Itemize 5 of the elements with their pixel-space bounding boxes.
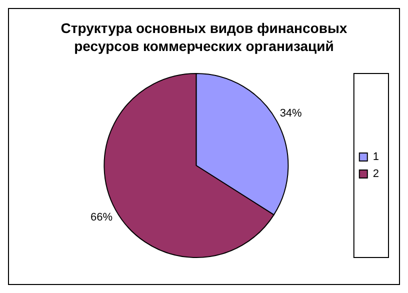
chart-title: Структура основных видов финансовых ресурсов коммерческих организаций xyxy=(60,19,348,55)
data-label: 34% xyxy=(280,108,302,120)
data-label: 66% xyxy=(90,212,113,224)
legend-label: 2 xyxy=(372,168,380,180)
legend-label: 1 xyxy=(372,151,380,164)
